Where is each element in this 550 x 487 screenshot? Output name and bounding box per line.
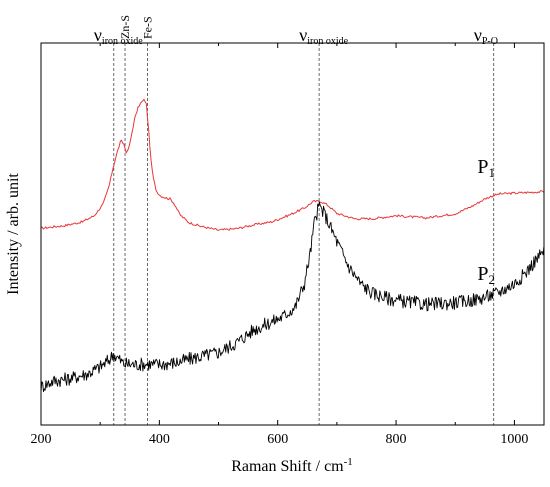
series-line-p2 bbox=[40, 201, 545, 393]
series-label-p2: P2 bbox=[477, 263, 495, 287]
x-tick-label: 600 bbox=[267, 432, 288, 447]
x-tick-label: 200 bbox=[31, 432, 52, 447]
reference-line-label: νP-O bbox=[474, 25, 498, 47]
reference-line-label: νiron oxide bbox=[94, 25, 144, 47]
x-tick-label: 400 bbox=[149, 432, 170, 447]
x-axis-title: Raman Shift / cm-1 bbox=[231, 456, 353, 475]
series-label-p1: P1 bbox=[477, 156, 495, 180]
x-tick-label: 1000 bbox=[500, 432, 528, 447]
spectra-series bbox=[40, 98, 545, 393]
reference-line-label: Fe-S bbox=[141, 16, 155, 39]
y-axis-title: Intensity / arb. unit bbox=[5, 173, 22, 295]
x-axis-title-sup: -1 bbox=[344, 456, 353, 468]
reference-line-label: Zn-S bbox=[118, 15, 132, 39]
axis-ticks: 200 400 600 800 1000 bbox=[31, 43, 528, 447]
reference-line-label: νiron oxide bbox=[299, 25, 349, 47]
plot-frame bbox=[40, 42, 545, 426]
series-labels: P1 P2 bbox=[477, 156, 495, 287]
x-tick-label: 800 bbox=[386, 432, 407, 447]
series-line-p1 bbox=[40, 98, 545, 231]
